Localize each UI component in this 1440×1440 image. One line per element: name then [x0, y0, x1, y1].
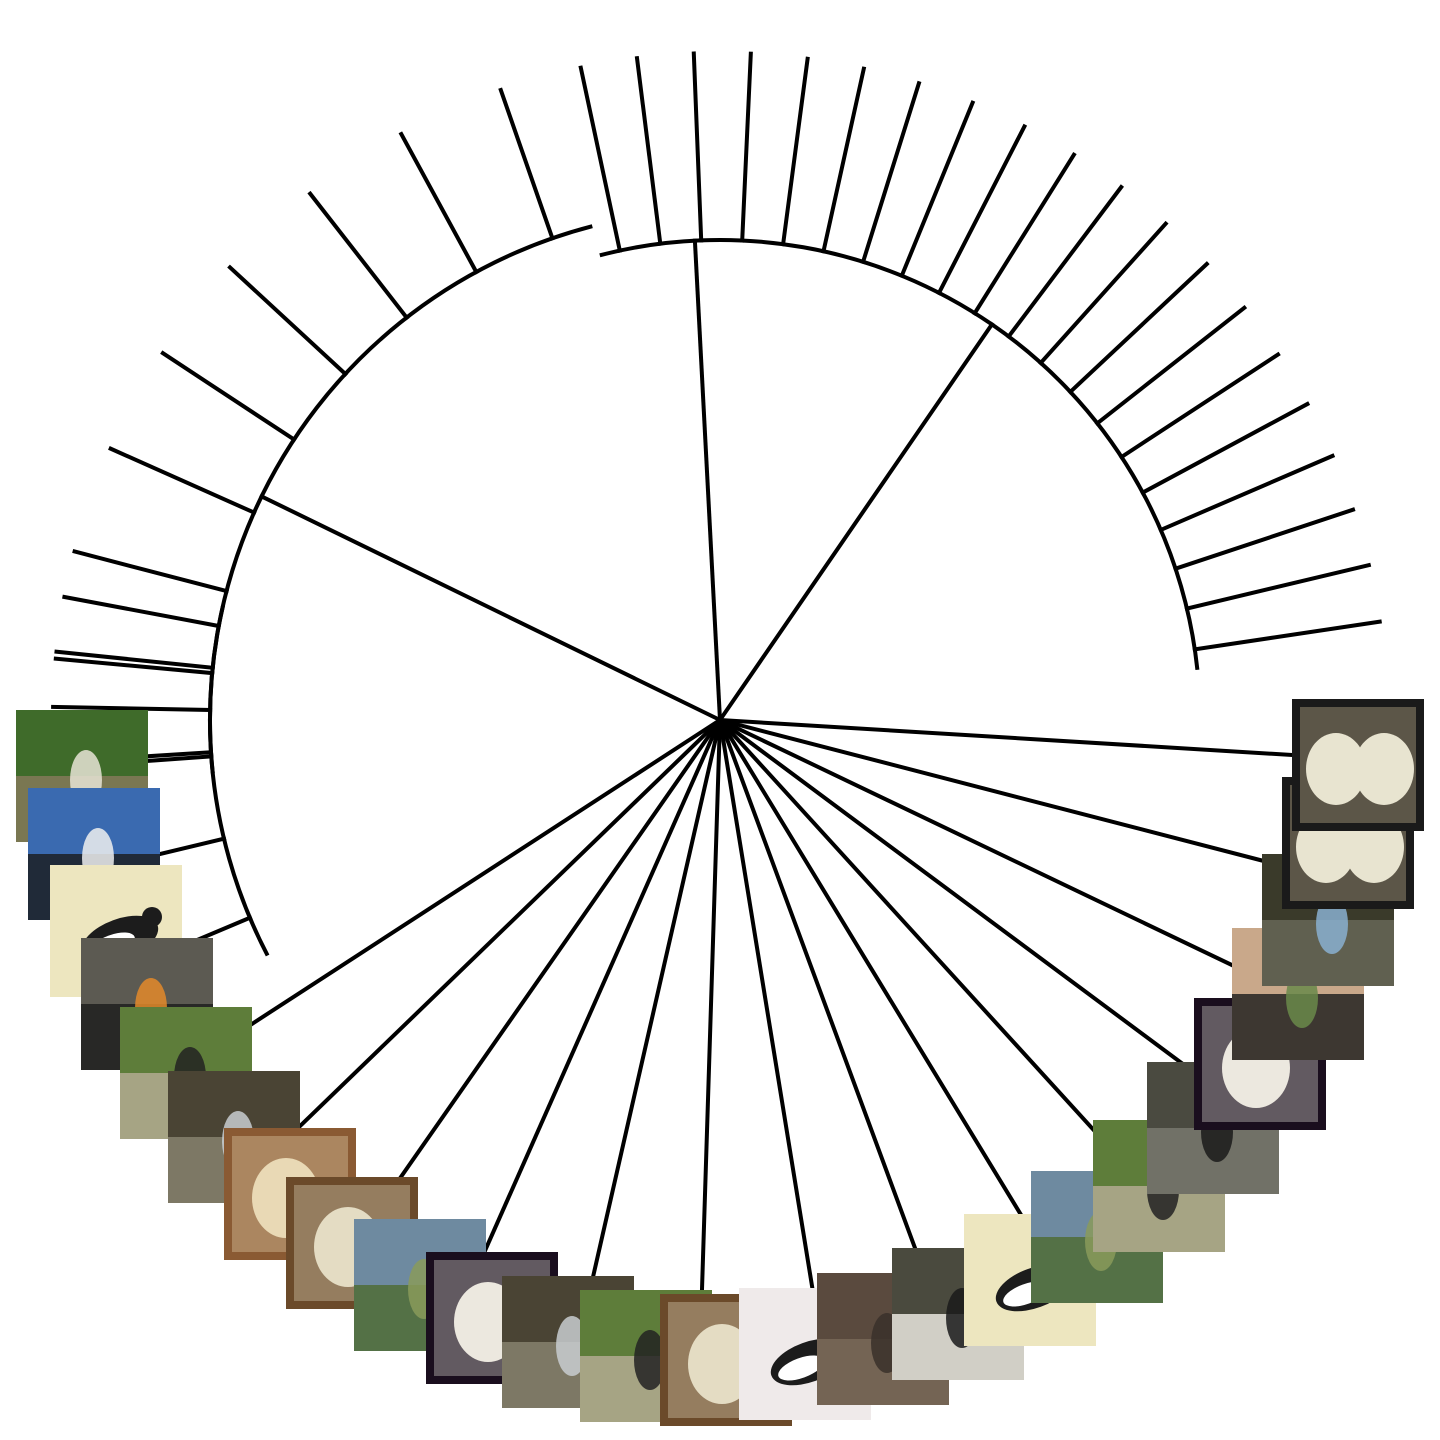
- clade-b-leaf-6: [821, 66, 867, 254]
- clade-a-stem: [258, 493, 723, 723]
- clade-a-leaf-8: [227, 264, 349, 377]
- clade-d-leaf-3: [54, 649, 215, 670]
- clade-c-leaf-2: [1037, 220, 1169, 366]
- clade-b-leaf-3: [691, 51, 704, 243]
- direct-leaf-6: [717, 717, 1064, 1283]
- clade-c-leaf-1: [1005, 184, 1125, 340]
- clade-d-leaf-4: [62, 594, 222, 629]
- clade-b-leaf-1: [578, 65, 623, 253]
- clade-d-leaf-2: [51, 704, 213, 713]
- clade-c-stem: [717, 321, 995, 723]
- clade-c-leaf-8: [1172, 507, 1356, 572]
- clade-c-arc: [990, 322, 1200, 671]
- direct-leaf-11: [452, 717, 723, 1322]
- clade-a-leaf-6: [108, 446, 257, 516]
- clade-c-leaf-4: [1094, 304, 1248, 427]
- clade-b-leaf-10: [971, 151, 1077, 316]
- clade-d-arc: [208, 604, 226, 774]
- clade-c-leaf-3: [1067, 261, 1210, 395]
- direct-leaf-8: [717, 717, 828, 1369]
- clade-b-leaf-5: [780, 56, 810, 247]
- direct-leaf-1: [717, 717, 1376, 763]
- direct-leaf-14: [167, 717, 723, 1080]
- direct-leaf-5: [717, 717, 1165, 1207]
- clade-a-leaf-10: [398, 131, 480, 275]
- direct-leaf-13: [246, 717, 723, 1179]
- direct-leaf-4: [717, 717, 1249, 1114]
- direct-leaf-2: [717, 717, 1357, 887]
- clade-c-leaf-9: [1184, 562, 1372, 612]
- clade-b-leaf-8: [899, 100, 976, 279]
- clade-a-leaf-7: [160, 350, 297, 443]
- clade-b-leaf-9: [936, 123, 1028, 296]
- thumb-egg-pair-2: [1292, 699, 1424, 831]
- clade-a-leaf-5: [72, 549, 230, 594]
- clade-c-leaf-6: [1139, 401, 1311, 496]
- clade-a-leaf-4: [53, 656, 215, 676]
- clade-a-leaf-11: [498, 87, 555, 241]
- clade-a-leaf-9: [307, 190, 410, 321]
- clade-a-arc: [207, 224, 593, 957]
- clade-b-leaf-4: [740, 51, 753, 243]
- clade-b-arc: [599, 238, 994, 327]
- direct-leaf-12: [342, 717, 723, 1260]
- direct-leaf-3: [717, 717, 1314, 1006]
- direct-leaf-9: [697, 717, 723, 1377]
- clade-c-leaf-7: [1158, 453, 1336, 533]
- direct-leaf-7: [717, 717, 950, 1337]
- clade-b-leaf-2: [634, 55, 663, 246]
- direct-leaf-10: [572, 717, 723, 1361]
- clade-b-stem: [692, 238, 723, 723]
- clade-b-leaf-7: [860, 80, 922, 265]
- clade-c-leaf-5: [1118, 351, 1281, 460]
- clade-c-leaf-10: [1192, 619, 1382, 652]
